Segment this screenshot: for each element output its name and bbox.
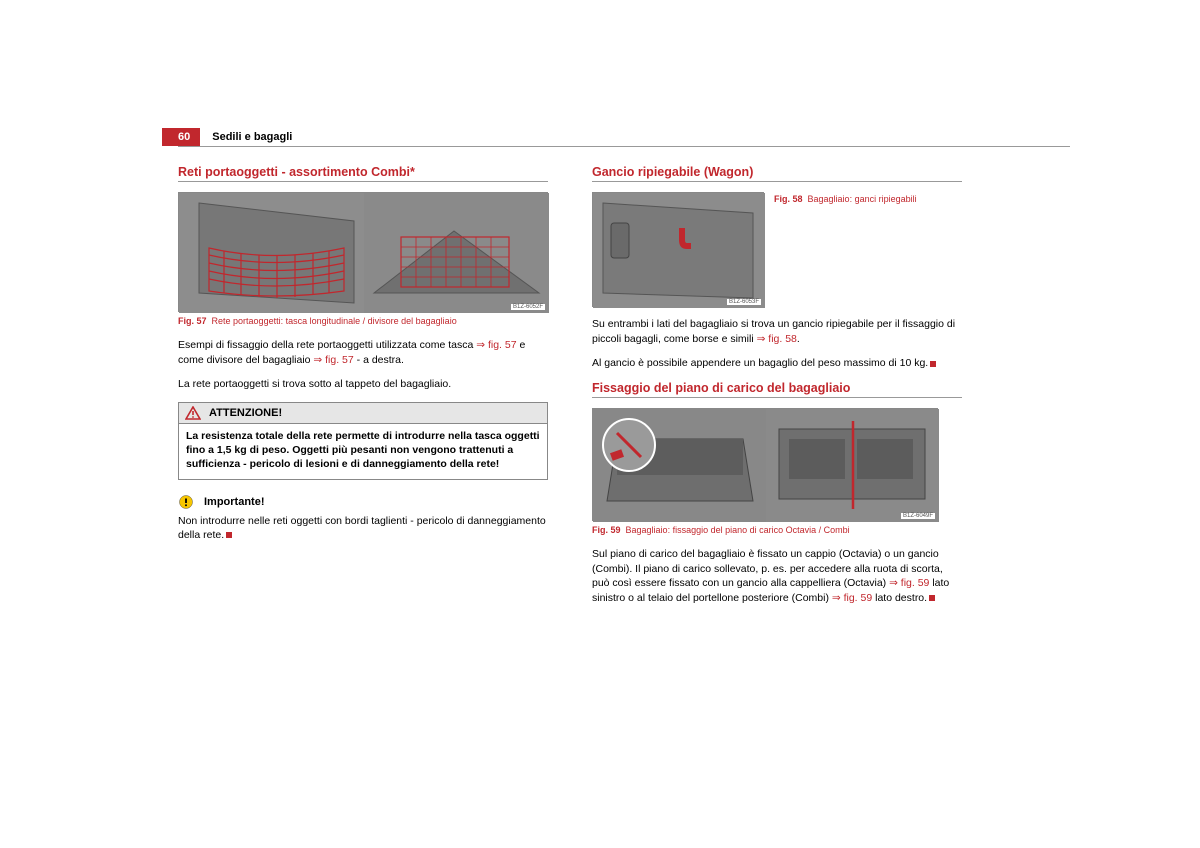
right-paragraph-2: Al gancio è possibile appendere un bagag… (592, 356, 962, 371)
figure-58-image: B1Z-6053F (592, 192, 764, 307)
p1c: - a destra. (354, 354, 404, 366)
left-column: Reti portaoggetti - assortimento Combi* (178, 165, 548, 616)
r1c: . (797, 333, 800, 345)
fig-ref-59a: ⇒ fig. 59 (889, 577, 929, 589)
attention-box: ATTENZIONE! La resistenza totale della r… (178, 402, 548, 480)
important-body: Non introdurre nelle reti oggetti con bo… (178, 514, 548, 543)
left-paragraph-2: La rete portaoggetti si trova sotto al t… (178, 377, 548, 392)
figure-57-image: B1Z-6052F (178, 192, 548, 312)
fig58-text: Bagagliaio: ganci ripiegabili (808, 194, 917, 204)
figure-59-caption: Fig. 59 Bagagliaio: fissaggio del piano … (592, 525, 962, 535)
important-circle-icon (178, 494, 194, 510)
fig-ref-59b: ⇒ fig. 59 (832, 592, 872, 604)
section-heading-right-1: Gancio ripiegabile (Wagon) (592, 165, 962, 182)
important-title: Importante! (204, 496, 265, 508)
attention-body: La resistenza totale della rete permette… (179, 424, 547, 479)
fig59-prefix: Fig. 59 (592, 525, 621, 535)
imp-body-text: Non introdurre nelle reti oggetti con bo… (178, 515, 546, 542)
section-heading-left: Reti portaoggetti - assortimento Combi* (178, 165, 548, 182)
fig57-text: Rete portaoggetti: tasca longitudinale /… (212, 316, 457, 326)
fig58-prefix: Fig. 58 (774, 194, 803, 204)
two-column-layout: Reti portaoggetti - assortimento Combi* (178, 165, 1070, 616)
end-marker-icon (929, 595, 935, 601)
right-column: Gancio ripiegabile (Wagon) B1Z-6053F Fig… (592, 165, 962, 616)
section-title: Sedili e bagagli (200, 131, 292, 143)
figure-57-code: B1Z-6052F (511, 304, 545, 310)
attention-title: ATTENZIONE! (209, 407, 282, 419)
section-heading-right-2: Fissaggio del piano di carico del bagagl… (592, 381, 962, 398)
figure-58-code: B1Z-6053F (727, 299, 761, 305)
attention-header: ATTENZIONE! (179, 403, 547, 424)
figure-59-code: B1Z-6049F (901, 513, 935, 519)
right-paragraph-3: Sul piano di carico del bagagliaio è fis… (592, 547, 962, 606)
figure-58-caption: Fig. 58 Bagagliaio: ganci ripiegabili (774, 192, 917, 206)
figure-57-caption: Fig. 57 Rete portaoggetti: tasca longitu… (178, 316, 548, 326)
fig57-prefix: Fig. 57 (178, 316, 207, 326)
fig-ref-58: ⇒ fig. 58 (757, 333, 797, 345)
warning-triangle-icon (185, 406, 201, 420)
end-marker-icon (930, 361, 936, 367)
page-header: 60 Sedili e bagagli (178, 128, 1070, 147)
right-paragraph-1: Su entrambi i lati del bagagliaio si tro… (592, 317, 962, 346)
fig-ref-57b: ⇒ fig. 57 (313, 354, 353, 366)
page-container: 60 Sedili e bagagli Reti portaoggetti - … (0, 0, 1200, 616)
end-marker-icon (226, 532, 232, 538)
r2-text: Al gancio è possibile appendere un bagag… (592, 357, 928, 369)
left-paragraph-1: Esempi di fissaggio della rete portaogge… (178, 338, 548, 367)
p1a: Esempi di fissaggio della rete portaogge… (178, 339, 476, 351)
r3c: lato destro. (872, 592, 927, 604)
fig-ref-57a: ⇒ fig. 57 (476, 339, 516, 351)
figure-58-wrap: B1Z-6053F Fig. 58 Bagagliaio: ganci ripi… (592, 192, 962, 307)
important-header: Importante! (178, 494, 548, 510)
figure-59-image: B1Z-6049F (592, 408, 938, 521)
page-number: 60 (162, 128, 200, 146)
fig59-text: Bagagliaio: fissaggio del piano di caric… (626, 525, 850, 535)
